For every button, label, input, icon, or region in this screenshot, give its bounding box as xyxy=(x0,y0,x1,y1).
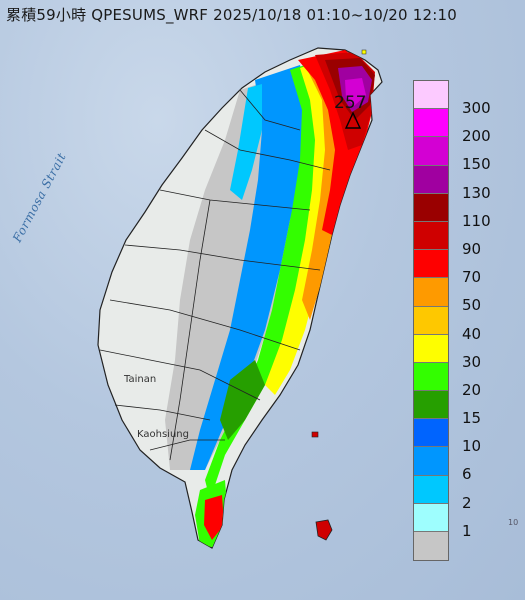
legend-label: 20 xyxy=(462,380,482,399)
legend-label: 300 xyxy=(462,99,491,117)
legend-swatch xyxy=(414,109,448,138)
legend-swatch xyxy=(414,137,448,166)
legend-swatch xyxy=(414,221,448,251)
legend-swatch xyxy=(414,362,448,392)
legend-swatch xyxy=(414,334,448,363)
rain-band-violet xyxy=(345,78,366,106)
peak-value-label: 257 xyxy=(334,93,367,113)
green-island xyxy=(311,431,319,438)
legend-colorbar xyxy=(413,80,449,562)
legend-swatch xyxy=(414,503,448,532)
legend-swatch xyxy=(414,391,448,420)
legend-label: 150 xyxy=(462,155,491,174)
legend-swatch xyxy=(414,447,448,476)
rain-band-green xyxy=(205,60,330,500)
map-title: 累積59小時 QPESUMS_WRF 2025/10/18 01:10~10/2… xyxy=(6,6,457,24)
city-label-kaohsiung: Kaohsiung xyxy=(137,429,189,440)
city-label-tainan: Tainan xyxy=(124,374,157,385)
peak-marker xyxy=(344,111,362,129)
edge-label: 10 xyxy=(508,518,519,527)
legend-swatch xyxy=(414,165,448,194)
legend-swatch xyxy=(414,306,448,335)
legend-label: 130 xyxy=(462,183,491,202)
rain-band-light xyxy=(190,65,312,470)
rain-band-cyan xyxy=(230,84,262,200)
legend-swatch xyxy=(414,532,448,561)
legend-labels: 300 200 150 130 110 90 70 50 40 30 20 15 10 6 2 1 xyxy=(462,80,512,540)
rain-band-darkgreen xyxy=(220,360,265,440)
legend-swatch xyxy=(414,475,448,504)
legend-label: 2 xyxy=(462,493,472,512)
orchid-island xyxy=(315,519,333,541)
rain-band-south-red xyxy=(204,495,224,540)
legend-label: 110 xyxy=(462,211,491,230)
county-borders xyxy=(99,89,331,461)
legend-label: 6 xyxy=(462,465,472,484)
legend-label: 30 xyxy=(462,352,482,371)
legend-label: 50 xyxy=(462,296,482,315)
legend-swatch xyxy=(414,278,448,307)
legend-label: 40 xyxy=(462,324,482,343)
legend-label: 200 xyxy=(462,127,491,146)
small-island-ne xyxy=(361,49,367,55)
legend-label: 90 xyxy=(462,239,482,258)
legend-swatch xyxy=(414,81,448,110)
legend-swatch xyxy=(414,419,448,448)
legend-label: 10 xyxy=(462,437,482,456)
legend-label: 70 xyxy=(462,268,482,287)
legend-swatch xyxy=(414,193,448,222)
legend-label: 1 xyxy=(462,521,472,540)
legend-label: 15 xyxy=(462,409,482,428)
legend-swatch xyxy=(414,250,448,279)
